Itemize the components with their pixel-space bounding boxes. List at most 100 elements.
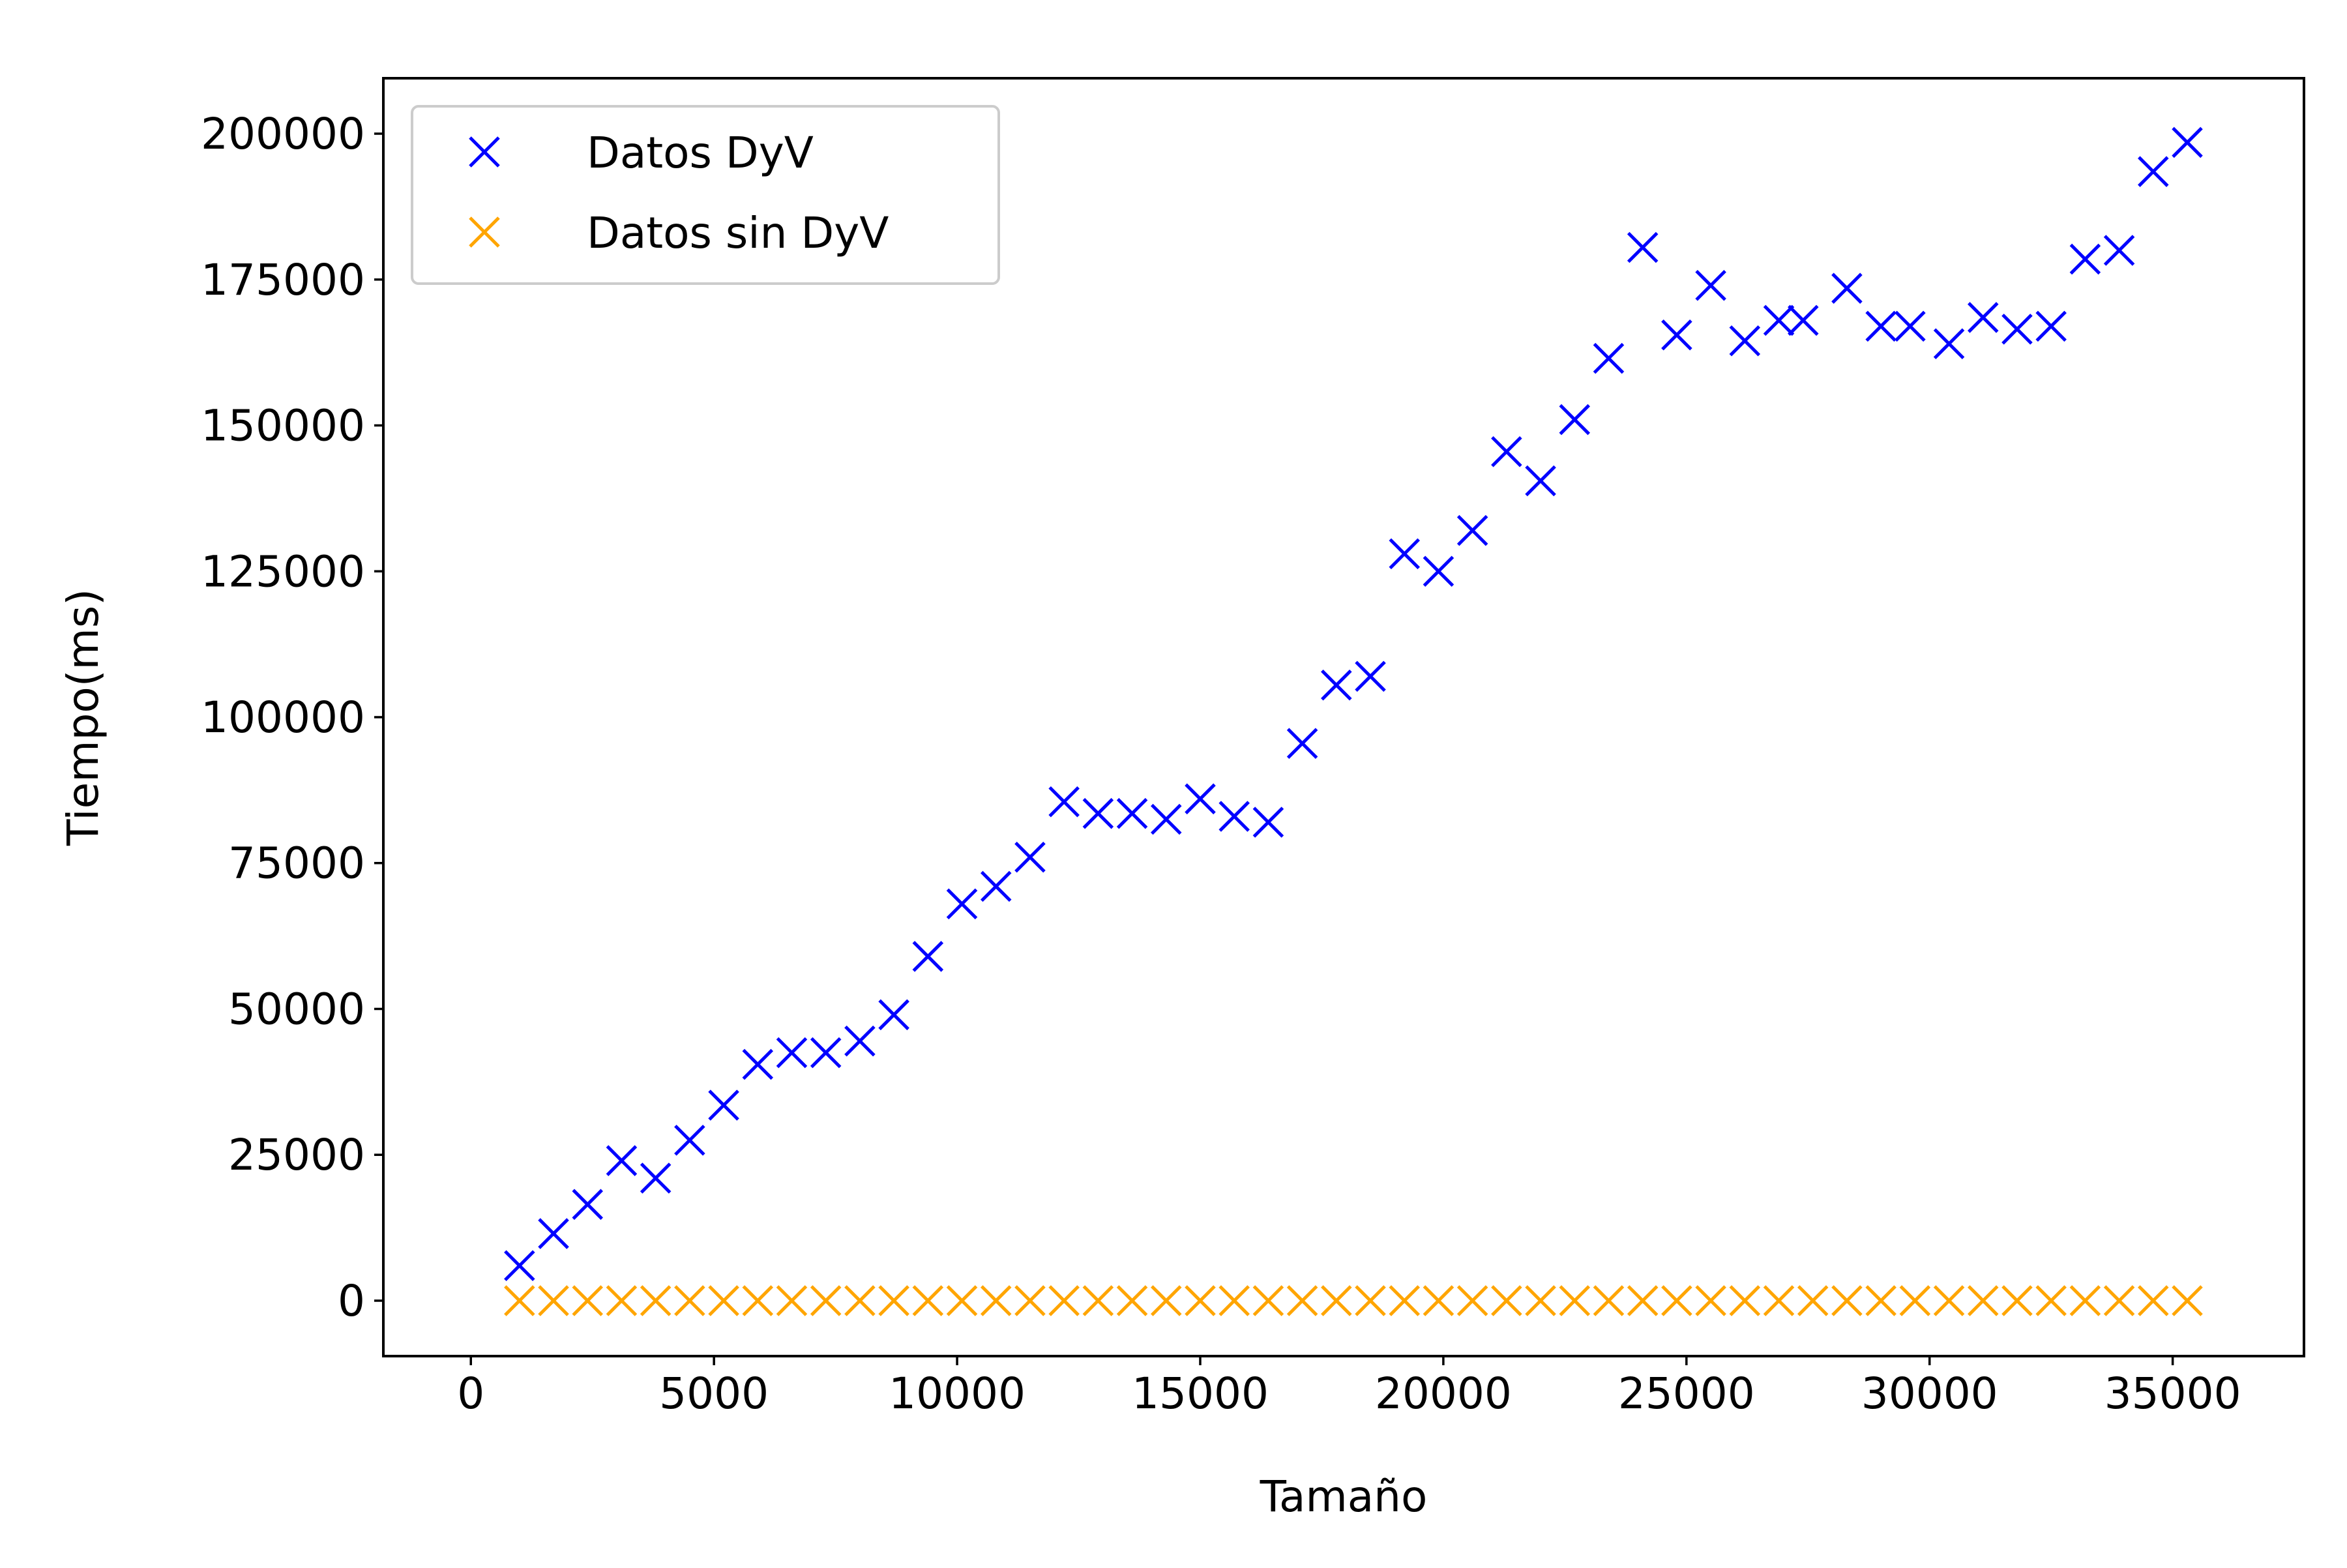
legend-label: Datos DyV [587, 128, 814, 178]
x-tick-label: 20000 [1375, 1368, 1512, 1419]
data-point [1695, 1285, 1726, 1316]
data-point [1933, 1285, 1965, 1316]
data-point [708, 1285, 739, 1316]
data-point [1185, 1285, 1216, 1316]
data-point [1729, 1285, 1761, 1316]
data-point [640, 1162, 672, 1194]
data-point [1729, 325, 1761, 357]
data-point [1491, 436, 1522, 467]
data-point [1763, 1285, 1795, 1316]
data-point [504, 1250, 535, 1282]
data-point [1831, 273, 1863, 304]
data-point [1355, 660, 1386, 692]
legend-entries: Datos DyV Datos sin DyV [469, 128, 889, 258]
data-point [674, 1125, 705, 1156]
data-point [1389, 538, 1420, 570]
data-point [2138, 156, 2169, 187]
data-point [1185, 783, 1216, 815]
x-axis-title: Tamaño [1260, 1472, 1428, 1522]
data-point [1423, 555, 1454, 587]
data-point [980, 870, 1012, 902]
data-point [2103, 1285, 2135, 1316]
data-point [1151, 1285, 1182, 1316]
data-point [1895, 310, 1926, 342]
x-tick-label: 15000 [1132, 1368, 1269, 1419]
data-point [1456, 1285, 1488, 1316]
x-tick-label: 30000 [1861, 1368, 1998, 1419]
y-tick-label: 50000 [228, 984, 365, 1034]
data-point [1048, 786, 1080, 818]
data-point [912, 1285, 944, 1316]
data-point [572, 1189, 604, 1220]
data-point [1116, 797, 1148, 829]
data-point [1593, 342, 1625, 374]
data-point [606, 1285, 638, 1316]
data-point [742, 1285, 774, 1316]
data-point [1627, 1285, 1659, 1316]
data-point [1865, 310, 1897, 342]
legend-box [411, 105, 1000, 285]
data-point [1525, 1285, 1556, 1316]
data-point [878, 999, 909, 1031]
data-point [878, 1285, 909, 1316]
data-point [1661, 319, 1692, 351]
x-tick-label: 25000 [1618, 1368, 1755, 1419]
data-point [504, 1285, 535, 1316]
y-tick-label: 75000 [228, 838, 365, 889]
data-point [1763, 304, 1795, 336]
data-point [1048, 1285, 1080, 1316]
data-point [1082, 797, 1114, 829]
data-point [1252, 1285, 1284, 1316]
y-axis-title: Tiempo(ms) [58, 589, 108, 846]
data-point [742, 1048, 774, 1080]
data-point [2035, 310, 2067, 342]
data-point [1014, 1285, 1046, 1316]
data-point [1525, 465, 1556, 497]
data-point [1831, 1285, 1863, 1316]
data-point [1252, 806, 1284, 838]
data-point [1218, 801, 1250, 832]
data-point [640, 1285, 672, 1316]
data-point [2035, 1285, 2067, 1316]
data-point [1933, 328, 1965, 359]
data-point [572, 1285, 604, 1316]
y-tick-label: 0 [338, 1276, 365, 1326]
legend-marker [469, 216, 500, 248]
data-point [1899, 1285, 1931, 1316]
data-point [776, 1285, 808, 1316]
data-point [1559, 404, 1591, 436]
legend-label: Datos sin DyV [587, 208, 889, 258]
data-point [1014, 842, 1046, 873]
data-point [1082, 1285, 1114, 1316]
data-point [538, 1218, 569, 1249]
x-tick-label: 10000 [889, 1368, 1026, 1419]
data-point [1355, 1285, 1386, 1316]
y-tick-label: 150000 [201, 401, 365, 451]
y-tick-label: 25000 [228, 1130, 365, 1180]
data-point [1491, 1285, 1522, 1316]
data-point [1797, 1285, 1829, 1316]
data-point [1967, 302, 1999, 333]
axis-ticks: 0 5000 10000 15000 20000 25000 30000 35000 0 2500… [201, 109, 2241, 1419]
data-point [1151, 803, 1182, 835]
y-tick-label: 175000 [201, 255, 365, 305]
y-tick-label: 100000 [201, 692, 365, 743]
data-point [1321, 670, 1352, 701]
data-point [1218, 1285, 1250, 1316]
series-dyv [504, 126, 2203, 1282]
data-point [1695, 269, 1726, 301]
x-tick-label: 0 [457, 1368, 484, 1419]
data-marks [504, 126, 2203, 1316]
data-point [1865, 1285, 1897, 1316]
data-point [1456, 514, 1488, 546]
data-point [776, 1037, 808, 1069]
data-point [2172, 126, 2203, 158]
data-point [674, 1285, 705, 1316]
data-point [1593, 1285, 1625, 1316]
legend-marker [469, 136, 500, 168]
data-point [2069, 243, 2101, 275]
data-point [2069, 1285, 2101, 1316]
data-point [810, 1285, 842, 1316]
